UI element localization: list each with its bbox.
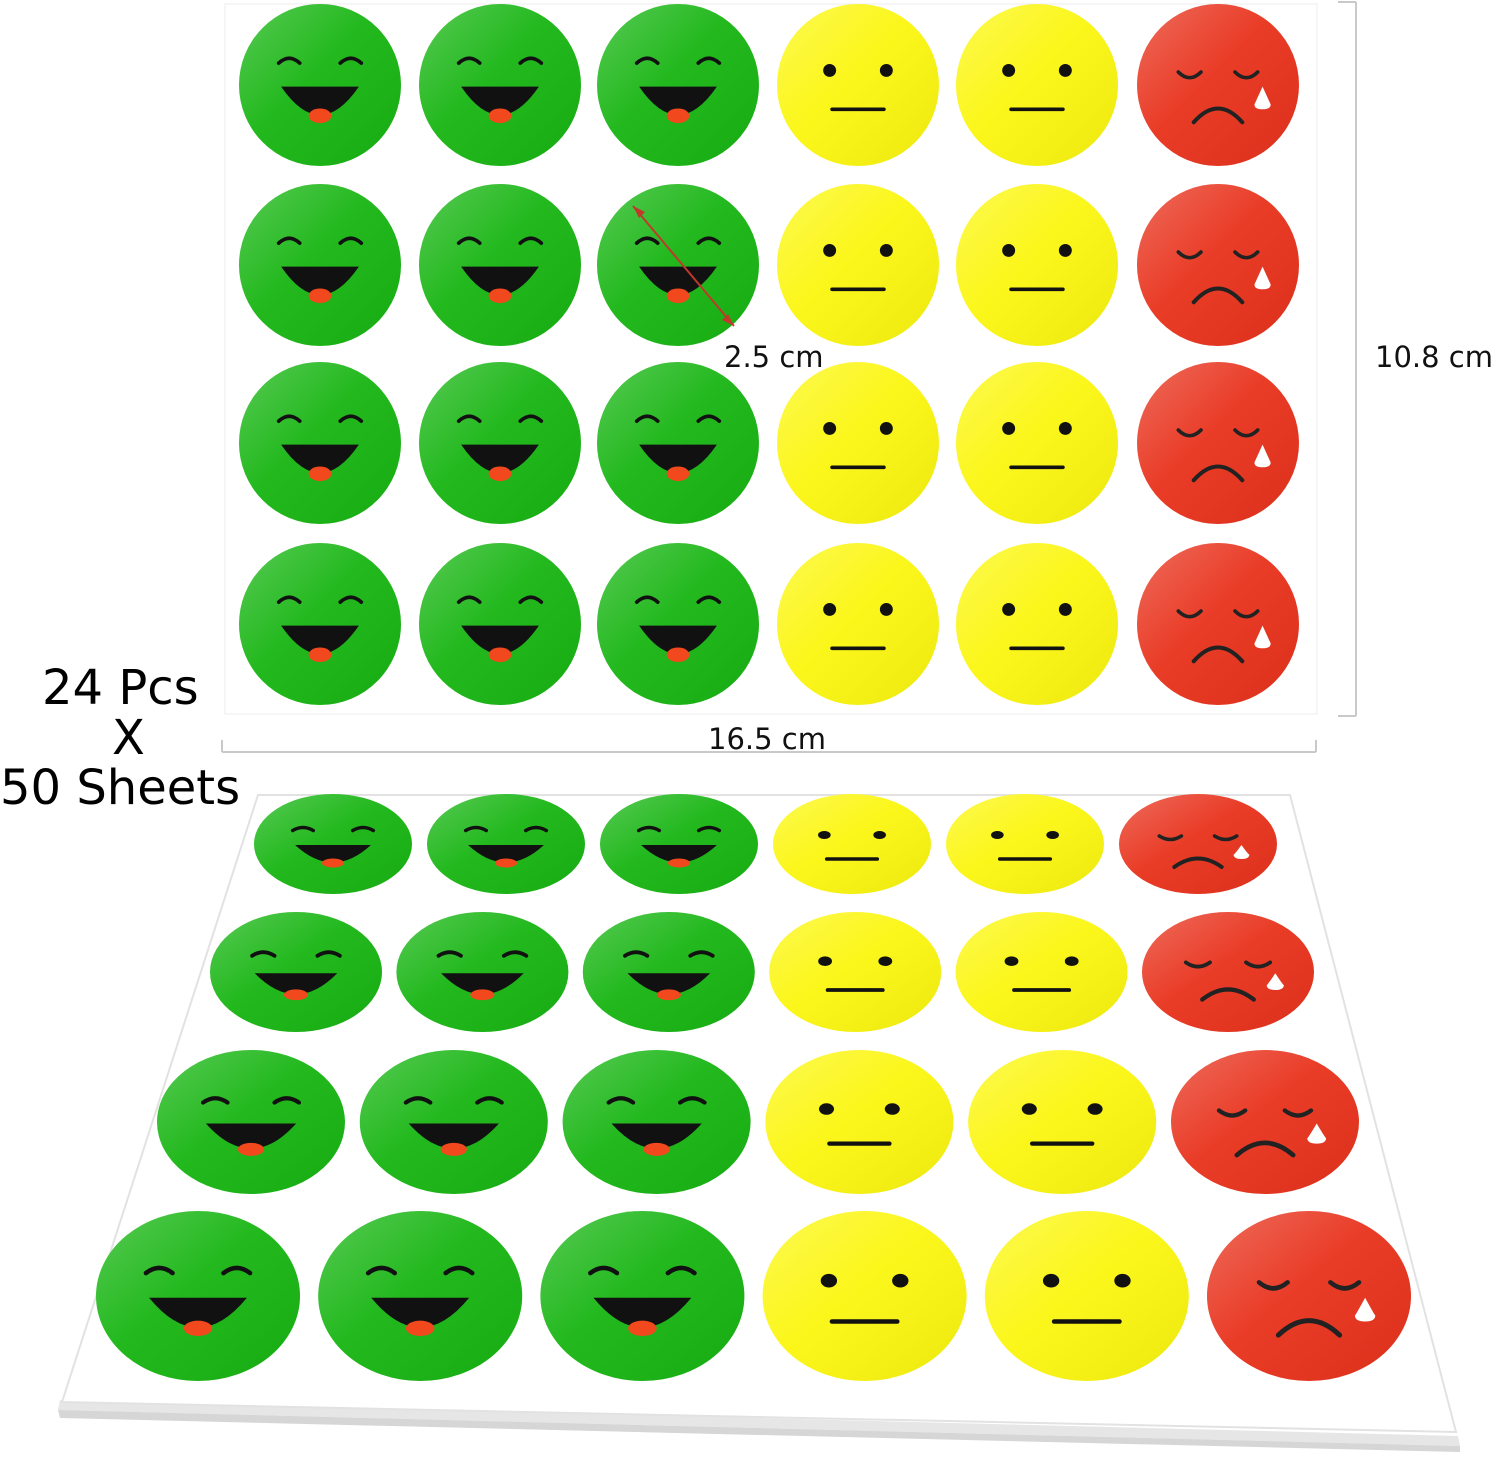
neutral-face-sticker bbox=[777, 362, 939, 524]
sad-face-sticker bbox=[1119, 794, 1277, 894]
times-label: X bbox=[112, 710, 145, 766]
happy-face-sticker bbox=[582, 912, 755, 1032]
happy-face-sticker bbox=[239, 362, 401, 524]
sheets-count-label: 50 Sheets bbox=[0, 760, 241, 816]
neutral-face-sticker bbox=[769, 912, 942, 1032]
happy-face-sticker bbox=[210, 912, 382, 1032]
happy-face-sticker bbox=[239, 543, 401, 705]
happy-face-sticker bbox=[96, 1211, 300, 1381]
happy-face-sticker bbox=[419, 184, 581, 346]
happy-face-sticker bbox=[359, 1050, 548, 1194]
bottom-sheet-stickers bbox=[96, 794, 1411, 1381]
happy-face-sticker bbox=[419, 4, 581, 166]
neutral-face-sticker bbox=[956, 543, 1118, 705]
neutral-face-sticker bbox=[984, 1211, 1189, 1381]
neutral-face-sticker bbox=[946, 794, 1104, 894]
neutral-face-sticker bbox=[762, 1211, 967, 1381]
neutral-face-sticker bbox=[777, 4, 939, 166]
pieces-count-label: 24 Pcs bbox=[42, 660, 199, 716]
width-label: 16.5 cm bbox=[708, 722, 826, 756]
neutral-face-sticker bbox=[956, 362, 1118, 524]
sad-face-sticker bbox=[1137, 4, 1299, 166]
diameter-label: 2.5 cm bbox=[724, 340, 824, 374]
stack-edge-lower bbox=[58, 1410, 1460, 1452]
happy-face-sticker bbox=[427, 794, 585, 894]
happy-face-sticker bbox=[239, 4, 401, 166]
neutral-face-sticker bbox=[968, 1050, 1157, 1194]
dimension-lines bbox=[221, 1, 1357, 753]
happy-face-sticker bbox=[600, 794, 758, 894]
neutral-face-sticker bbox=[765, 1050, 954, 1194]
top-sheet-stickers bbox=[239, 4, 1299, 705]
happy-face-sticker bbox=[157, 1050, 345, 1194]
happy-face-sticker bbox=[562, 1050, 751, 1194]
neutral-face-sticker bbox=[773, 794, 931, 894]
happy-face-sticker bbox=[396, 912, 569, 1032]
sad-face-sticker bbox=[1171, 1050, 1359, 1194]
happy-face-sticker bbox=[597, 4, 759, 166]
happy-face-sticker bbox=[254, 794, 412, 894]
happy-face-sticker bbox=[597, 184, 759, 346]
top-sheet bbox=[224, 3, 1318, 715]
happy-face-sticker bbox=[419, 362, 581, 524]
neutral-face-sticker bbox=[777, 184, 939, 346]
happy-face-sticker bbox=[318, 1211, 523, 1381]
diameter-arrow bbox=[632, 205, 735, 327]
sad-face-sticker bbox=[1142, 912, 1314, 1032]
happy-face-sticker bbox=[597, 543, 759, 705]
happy-face-sticker bbox=[419, 543, 581, 705]
happy-face-sticker bbox=[597, 362, 759, 524]
stack-edge bbox=[58, 1400, 1460, 1446]
height-label: 10.8 cm bbox=[1375, 340, 1493, 374]
neutral-face-sticker bbox=[777, 543, 939, 705]
neutral-face-sticker bbox=[956, 184, 1118, 346]
sad-face-sticker bbox=[1137, 362, 1299, 524]
happy-face-sticker bbox=[540, 1211, 745, 1381]
happy-face-sticker bbox=[239, 184, 401, 346]
sad-face-sticker bbox=[1207, 1211, 1411, 1381]
neutral-face-sticker bbox=[956, 4, 1118, 166]
sad-face-sticker bbox=[1137, 184, 1299, 346]
sad-face-sticker bbox=[1137, 543, 1299, 705]
neutral-face-sticker bbox=[955, 912, 1128, 1032]
